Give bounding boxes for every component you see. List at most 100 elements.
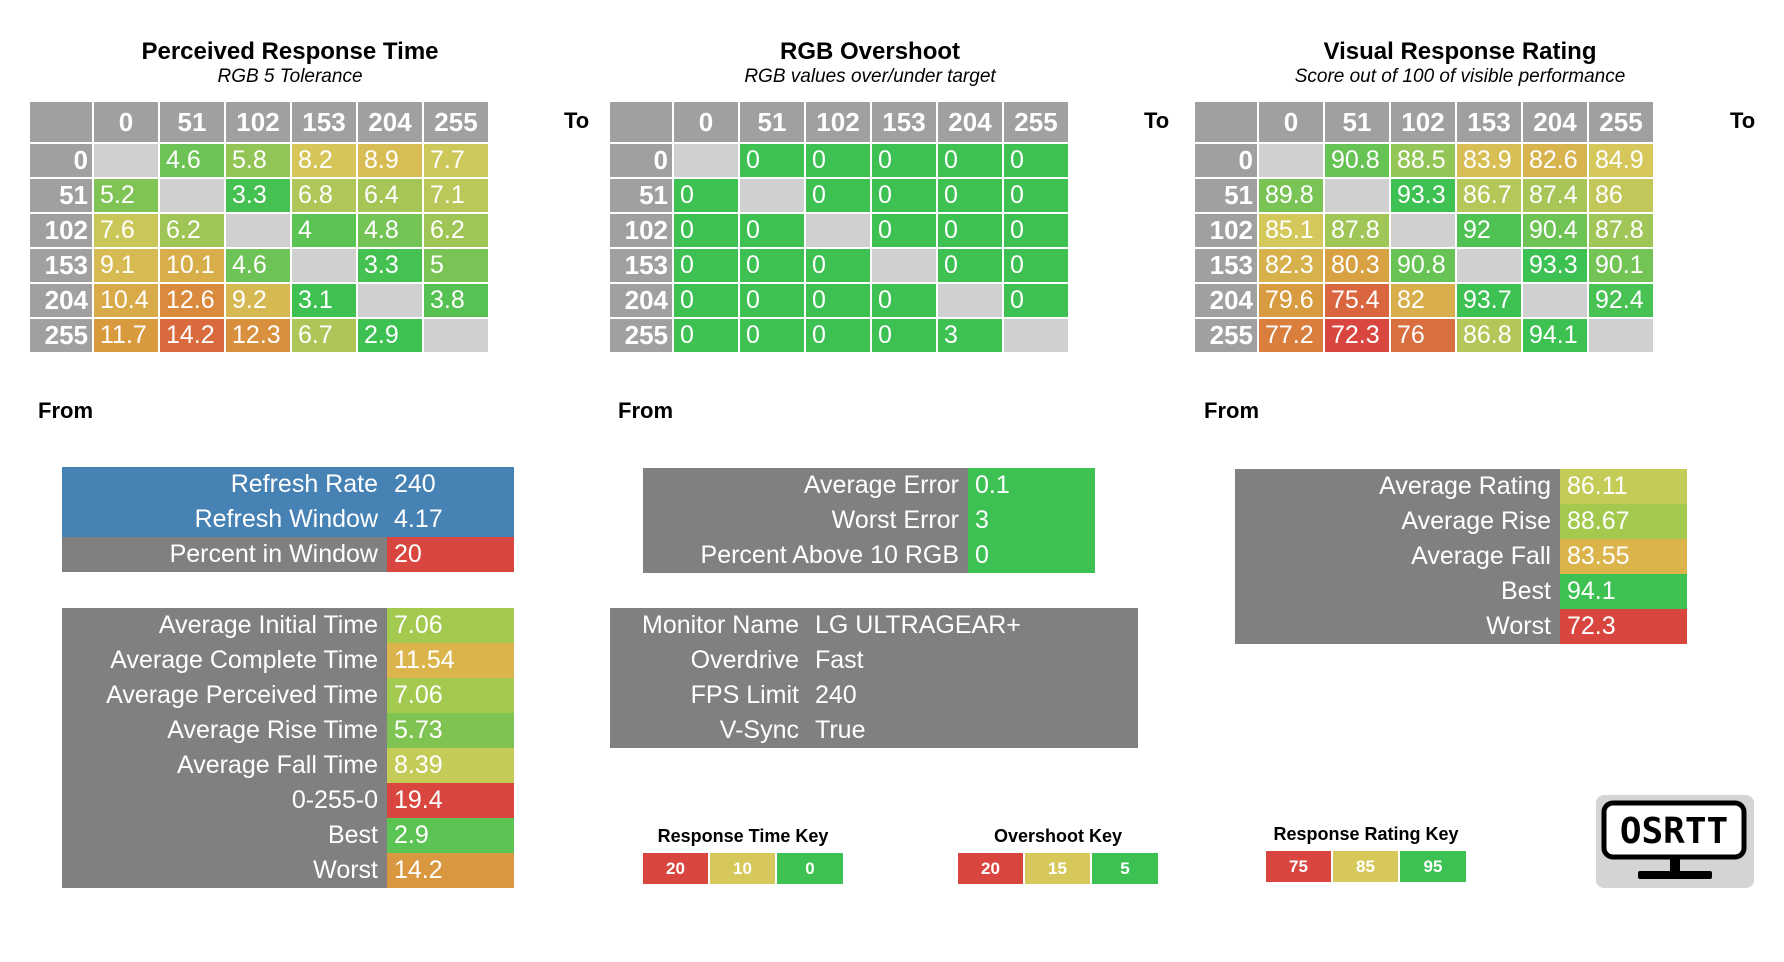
stat-value: 3: [968, 503, 1095, 538]
overshoot-cell: 0: [740, 214, 804, 247]
info-label: Overdrive: [690, 646, 799, 674]
overshoot-diagonal-cell: [872, 249, 936, 282]
response-time-diagonal-cell: [94, 144, 158, 177]
overshoot-diagonal-cell: [740, 179, 804, 212]
overshoot-cell: 0: [1004, 144, 1068, 177]
visual-rating-cell: 90.4: [1523, 214, 1587, 247]
response-time-cell: 10.1: [160, 249, 224, 282]
stat-label: Average Complete Time: [110, 646, 378, 674]
visual-rating-cell: 84.9: [1589, 144, 1653, 177]
overshoot-row-header: 255: [610, 319, 672, 352]
stat-label: Average Perceived Time: [106, 681, 378, 709]
info-value: True: [815, 716, 866, 744]
key-swatch-yellow: 85: [1333, 851, 1398, 882]
response-time-col-header: 0: [94, 102, 158, 142]
response-time-subtitle: RGB 5 Tolerance: [217, 66, 363, 87]
visual-rating-subtitle: Score out of 100 of visible performance: [1294, 66, 1626, 87]
response-time-cell: 6.2: [160, 214, 224, 247]
response-time-row-header: 102: [30, 214, 92, 247]
response-time-cell: 4.6: [160, 144, 224, 177]
visual-rating-col-header: 204: [1523, 102, 1587, 142]
response-time-col-header: 255: [424, 102, 488, 142]
response-time-cell: 4: [292, 214, 356, 247]
stat-label: Refresh Window: [62, 502, 387, 537]
overshoot-col-header: 0: [674, 102, 738, 142]
overshoot-cell: 0: [740, 249, 804, 282]
key-swatch-green: 0: [777, 853, 843, 884]
overshoot-cell: 0: [806, 319, 870, 352]
response-time-row-header: 204: [30, 284, 92, 317]
stat-value: 0.1: [968, 468, 1095, 503]
stat-value: 8.39: [387, 748, 514, 783]
response-time-row-header: 0: [30, 144, 92, 177]
overshoot-col-header: 102: [806, 102, 870, 142]
response-time-cell: 3.1: [292, 284, 356, 317]
monitor-icon: OSRTT: [1601, 800, 1747, 879]
refresh-stats-panel: Refresh Rate 240 Refresh Window 4.17 Perce…: [62, 467, 514, 572]
rating-key: Response Rating Key 75 85 95: [1266, 824, 1466, 882]
error-stats-panel: Average Error 0.1 Worst Error 3 Percent Ab…: [643, 468, 1095, 573]
overshoot-cell: 0: [872, 319, 936, 352]
visual-rating-title: Visual Response Rating: [1323, 38, 1597, 65]
stat-label: Worst: [313, 856, 378, 884]
key-swatch-yellow: 15: [1025, 853, 1090, 884]
response-time-heatmap: 0 51 102 153 204 255 0 4.6 5.8 8.2 8.9 7.7 51 5.2 3.3 6…: [30, 102, 488, 352]
visual-rating-col-header: 102: [1391, 102, 1455, 142]
response-time-cell: 12.6: [160, 284, 224, 317]
visual-rating-cell: 90.1: [1589, 249, 1653, 282]
stat-value: 7.06: [387, 678, 514, 713]
info-label: FPS Limit: [690, 681, 799, 709]
overshoot-cell: 0: [872, 214, 936, 247]
response-time-cell: 3.3: [358, 249, 422, 282]
overshoot-col-header: 153: [872, 102, 936, 142]
visual-rating-cell: 90.8: [1325, 144, 1389, 177]
stat-label: Average Initial Time: [158, 611, 378, 639]
response-time-diagonal-cell: [160, 179, 224, 212]
visual-rating-cell: 76: [1391, 319, 1455, 352]
info-value: Fast: [815, 646, 864, 674]
overshoot-cell: 0: [674, 319, 738, 352]
visual-rating-col-header: 153: [1457, 102, 1521, 142]
key-swatch-red: 20: [958, 853, 1023, 884]
stat-value: 86.11: [1560, 469, 1687, 504]
response-time-corner: [30, 102, 92, 142]
response-time-row-header: 153: [30, 249, 92, 282]
visual-rating-diagonal-cell: [1325, 179, 1389, 212]
overshoot-cell: 0: [674, 284, 738, 317]
key-swatch-green: 95: [1400, 851, 1466, 882]
visual-rating-cell: 79.6: [1259, 284, 1323, 317]
visual-rating-col-header: 0: [1259, 102, 1323, 142]
overshoot-cell: 0: [1004, 214, 1068, 247]
overshoot-col-header: 51: [740, 102, 804, 142]
key-swatch-red: 20: [643, 853, 708, 884]
stat-value: 0: [968, 538, 1095, 573]
overshoot-cell: 0: [938, 144, 1002, 177]
info-value: 240: [815, 681, 857, 709]
visual-rating-from-label: From: [1204, 398, 1259, 423]
overshoot-from-label: From: [618, 398, 673, 423]
overshoot-diagonal-cell: [1004, 319, 1068, 352]
overshoot-row-header: 102: [610, 214, 672, 247]
visual-rating-row-header: 204: [1195, 284, 1257, 317]
visual-rating-row-header: 102: [1195, 214, 1257, 247]
stat-value: 94.1: [1560, 574, 1687, 609]
overshoot-heatmap: 0 51 102 153 204 255 0 0 0 0 0 0 51 0 0 0 0 0 102 0 0 0 0 0 153 0…: [610, 102, 1068, 352]
response-time-cell: 8.2: [292, 144, 356, 177]
info-label: V-Sync: [719, 716, 799, 744]
visual-rating-to-label: To: [1730, 108, 1756, 133]
visual-rating-cell: 87.4: [1523, 179, 1587, 212]
stat-value: 20: [387, 537, 514, 572]
rating-stats-panel: Average Rating 86.11 Average Rise 88.67 Av…: [1235, 469, 1687, 644]
overshoot-col-header: 255: [1004, 102, 1068, 142]
visual-rating-cell: 93.3: [1523, 249, 1587, 282]
response-time-row-header: 51: [30, 179, 92, 212]
response-time-cell: 6.2: [424, 214, 488, 247]
overshoot-cell: 0: [872, 144, 936, 177]
overshoot-key-title: Overshoot Key: [993, 826, 1123, 846]
visual-rating-cell: 92.4: [1589, 284, 1653, 317]
visual-rating-cell: 82.3: [1259, 249, 1323, 282]
key-swatch-yellow: 10: [710, 853, 775, 884]
stat-label: Average Error: [803, 471, 959, 499]
stat-label: Best: [327, 821, 378, 849]
visual-rating-cell: 88.5: [1391, 144, 1455, 177]
